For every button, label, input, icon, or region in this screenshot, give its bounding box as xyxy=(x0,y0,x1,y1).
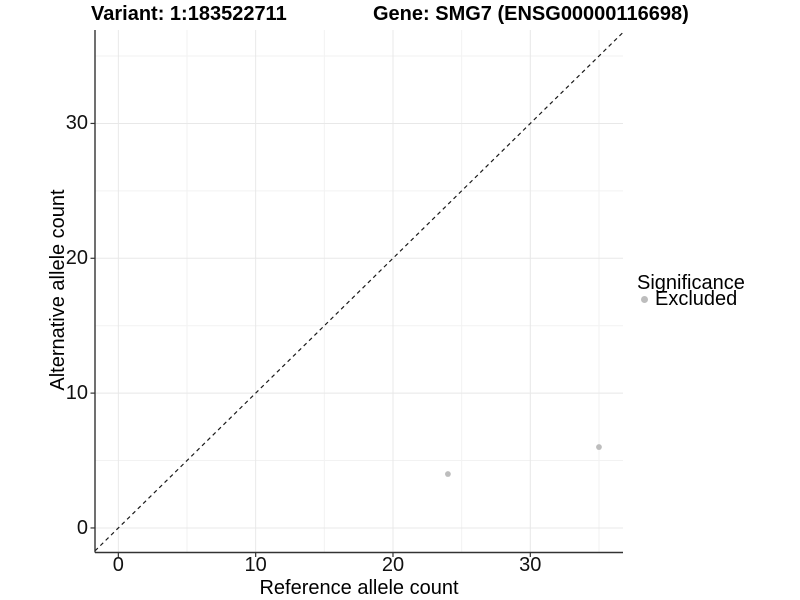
legend-item-label: Excluded xyxy=(655,288,738,310)
legend: Significance Excluded xyxy=(637,273,800,315)
legend-item-excluded: Excluded xyxy=(637,289,737,309)
gene-title: Gene: SMG7 (ENSG00000116698) xyxy=(373,3,689,25)
y-tick-label-30: 30 xyxy=(65,112,88,135)
data-point-excluded-0 xyxy=(445,471,451,477)
x-tick-label-10: 10 xyxy=(244,554,267,576)
data-point-excluded-1 xyxy=(596,444,602,450)
x-tick-label-20: 20 xyxy=(381,554,405,576)
legend-title: Significance xyxy=(637,272,745,294)
y-tick-label-20: 20 xyxy=(65,247,88,270)
identity-line xyxy=(94,31,624,552)
legend-marker-icon xyxy=(641,295,648,303)
y-tick-label-0: 0 xyxy=(76,516,88,539)
x-tick-label-30: 30 xyxy=(519,554,542,576)
x-tick-label-0: 0 xyxy=(112,554,124,576)
variant-title: Variant: 1:183522711 xyxy=(91,3,287,25)
y-axis-label: Alternative allele count xyxy=(47,189,69,391)
y-tick-label-10: 10 xyxy=(65,382,88,405)
x-axis-label: Reference allele count xyxy=(259,577,459,599)
